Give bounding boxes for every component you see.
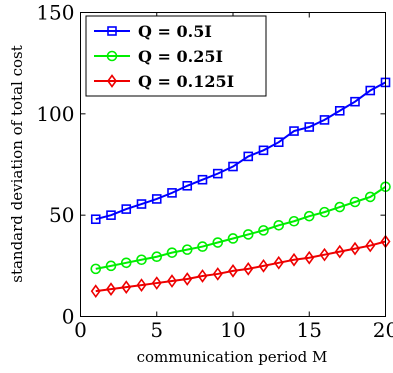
data-point [136, 278, 147, 292]
data-point [243, 262, 254, 276]
data-point [227, 233, 239, 244]
series-layer [90, 77, 391, 299]
data-point [212, 267, 223, 281]
data-point [350, 96, 360, 107]
data-point [212, 168, 223, 179]
data-point [289, 252, 299, 267]
data-point [151, 194, 162, 204]
tick-labels: 0 5 10 15 20 0 50 100 150 [36, 1, 393, 343]
data-point [121, 280, 132, 294]
data-point [350, 241, 360, 256]
data-point [228, 161, 238, 172]
data-point [197, 174, 208, 185]
x-axis-label: communication period M [137, 348, 328, 366]
data-point [90, 263, 102, 275]
data-point [105, 260, 117, 272]
data-point [151, 251, 163, 263]
data-point [90, 284, 101, 299]
data-point [228, 264, 238, 278]
data-point [334, 201, 346, 213]
data-point [90, 214, 101, 225]
data-point [319, 115, 330, 125]
y-tick-label: 150 [36, 1, 74, 25]
data-point [243, 151, 254, 162]
legend-entry: Q = 0.5I [94, 22, 212, 41]
x-tick-label: 20 [373, 318, 393, 342]
data-point [182, 180, 193, 191]
series-line [95, 185, 387, 270]
data-point [303, 210, 315, 222]
data-point [319, 247, 330, 262]
series-line [95, 81, 386, 221]
y-tick-label: 50 [49, 203, 74, 227]
data-point [304, 250, 315, 265]
data-point [365, 238, 376, 253]
x-tick-label: 15 [297, 318, 322, 342]
data-point [319, 206, 330, 218]
data-point [242, 229, 254, 240]
data-point [258, 145, 269, 156]
data-point [136, 254, 147, 266]
data-point [273, 255, 284, 270]
data-point [121, 204, 132, 214]
data-point [182, 272, 193, 286]
series-square [90, 77, 391, 225]
data-point [136, 199, 147, 209]
series-diamond [90, 234, 391, 299]
data-point [167, 274, 177, 288]
y-tick-label: 0 [62, 305, 75, 329]
legend-marker [107, 74, 117, 88]
data-point [288, 215, 300, 227]
data-point [334, 244, 345, 259]
series-circle [90, 181, 391, 275]
x-tick-label: 5 [150, 318, 163, 342]
data-point [304, 122, 315, 132]
data-point [212, 237, 224, 248]
data-point [258, 258, 269, 273]
x-tick-label: 0 [74, 318, 87, 342]
data-point [151, 276, 162, 290]
data-point [166, 247, 178, 258]
x-tick-label: 10 [220, 318, 245, 342]
y-axis-label: standard deviation of total cost [8, 45, 26, 283]
data-point [197, 241, 208, 252]
legend-entry: Q = 0.25I [94, 47, 223, 66]
data-point [273, 137, 284, 148]
plot-frame [80, 12, 386, 317]
legend-marker [107, 26, 117, 36]
data-point [197, 269, 208, 283]
legend-label: Q = 0.125I [138, 72, 234, 91]
legend: Q = 0.5I Q = 0.25I Q = 0.125I [85, 15, 267, 97]
data-point [120, 257, 132, 269]
data-point [106, 282, 116, 297]
data-point [273, 220, 285, 231]
data-point [349, 196, 361, 208]
data-point [334, 105, 345, 116]
legend-entry: Q = 0.125I [94, 72, 234, 91]
series-line [95, 240, 386, 293]
data-point [364, 191, 376, 203]
data-point [181, 244, 193, 255]
legend-marker [106, 50, 118, 62]
data-point [365, 85, 376, 96]
legend-label: Q = 0.25I [138, 47, 223, 66]
data-point [106, 210, 116, 220]
y-tick-label: 100 [36, 102, 74, 126]
data-point [289, 126, 299, 136]
data-point [258, 225, 269, 236]
legend-label: Q = 0.5I [138, 22, 212, 41]
data-point [167, 188, 177, 198]
